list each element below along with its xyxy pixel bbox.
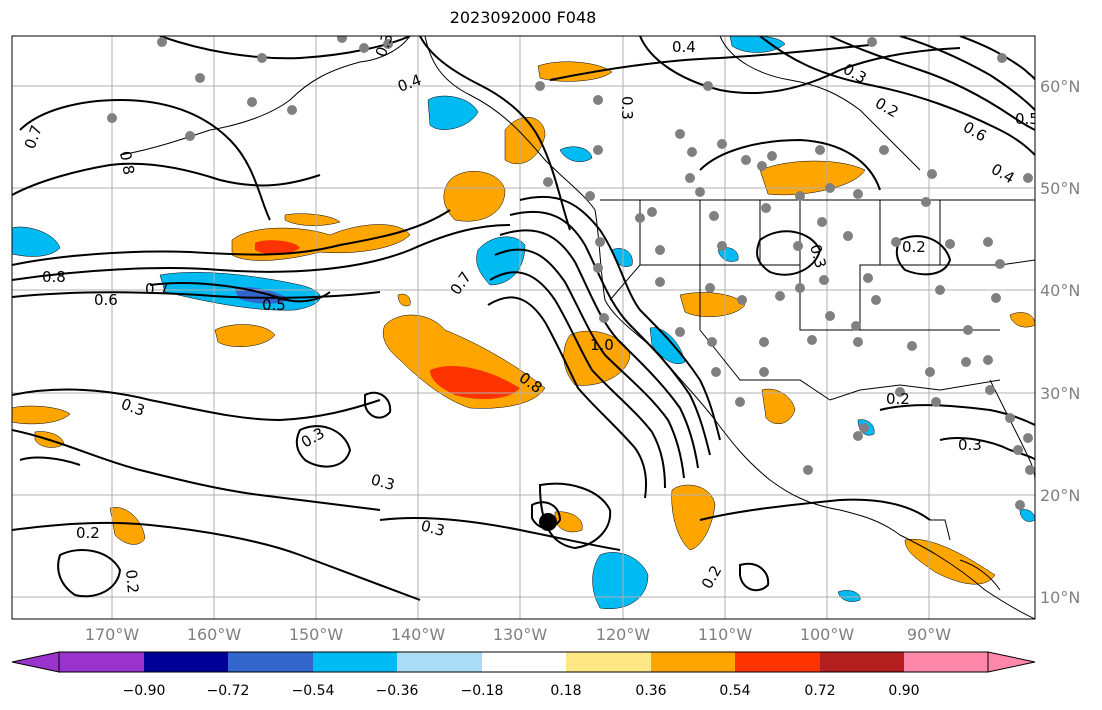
positive-anomaly-region	[563, 330, 631, 386]
colorbar-tick-label: −0.72	[207, 683, 250, 699]
contour-lines	[12, 36, 1035, 601]
strong-positive-anomaly	[430, 366, 520, 400]
contour-label: 1.0	[590, 336, 614, 354]
colorbar-max-extend	[987, 651, 1036, 673]
colorbar-tick-label: −0.36	[376, 683, 419, 699]
contour-label: 0.3	[419, 516, 447, 540]
positive-anomaly-region	[12, 405, 71, 425]
colorbar-min-extend	[11, 651, 60, 673]
colorbar-bin	[228, 652, 313, 672]
map-title: 2023092000 F048	[449, 8, 597, 27]
contour-label: 0.2	[122, 569, 142, 594]
contour-label: 0.7	[145, 280, 169, 298]
colorbar-tick-label: −0.18	[461, 683, 504, 699]
colorbar-tick-label: −0.54	[292, 683, 335, 699]
contour-label: 0.4	[672, 38, 696, 56]
longitude-labels: 170°W 160°W 150°W 140°W 130°W 120°W 110°…	[85, 625, 951, 644]
positive-anomaly-region	[759, 160, 866, 196]
lat-lon-grid	[12, 36, 1035, 619]
colorbar-tick-label: 0.54	[719, 683, 750, 699]
lat-label: 20°N	[1040, 486, 1080, 505]
latitude-labels: 60°N 50°N 40°N 30°N 20°N 10°N	[1040, 77, 1080, 607]
colorbar-bin	[482, 652, 566, 672]
contour-label: 0.3	[372, 31, 397, 60]
colorbar-bin	[397, 652, 482, 672]
lon-label: 110°W	[698, 625, 753, 644]
contour-label: 0.2	[902, 238, 926, 256]
station-observations	[107, 36, 1035, 510]
strong-negative-anomaly	[235, 287, 290, 304]
lat-label: 40°N	[1040, 281, 1080, 300]
positive-anomaly-region	[109, 507, 146, 545]
shaded-anomaly-fields	[12, 36, 1035, 609]
lat-label: 10°N	[1040, 588, 1080, 607]
positive-anomaly-region	[1009, 312, 1035, 328]
lon-label: 130°W	[493, 625, 548, 644]
colorbar-tick-label: 0.90	[888, 683, 919, 699]
lat-label: 60°N	[1040, 77, 1080, 96]
colorbar-bin	[59, 652, 144, 672]
lon-label: 90°W	[907, 625, 951, 644]
contour-label: 0.3	[618, 96, 636, 120]
colorbar-bin	[904, 652, 988, 672]
colorbar-bin	[820, 652, 904, 672]
colorbar: −0.90 −0.72 −0.54 −0.36 −0.18 0.18 0.36 …	[11, 651, 1036, 699]
contour-label: 0.2	[76, 524, 100, 542]
strong-positive-anomaly	[255, 240, 300, 255]
colorbar-tick-label: 0.72	[804, 683, 835, 699]
positive-anomaly-region	[679, 292, 746, 317]
positive-anomaly-region	[904, 538, 996, 585]
colorbar-bin	[566, 652, 651, 672]
positive-anomaly-region	[554, 511, 583, 533]
positive-anomaly-region	[443, 171, 506, 222]
positive-anomaly-region	[537, 61, 613, 82]
negative-anomaly-region	[427, 95, 479, 130]
negative-anomaly-region	[729, 36, 786, 53]
colorbar-bin	[313, 652, 397, 672]
lat-label: 30°N	[1040, 384, 1080, 403]
contour-label: 0.5	[262, 296, 286, 314]
positive-anomaly-region	[284, 213, 341, 226]
coastlines-and-borders	[119, 36, 1035, 619]
negative-anomaly-region	[12, 226, 61, 257]
colorbar-bin	[144, 652, 228, 672]
contour-label: 0.8	[116, 150, 138, 177]
positive-anomaly-region	[397, 293, 411, 307]
lon-label: 100°W	[800, 625, 855, 644]
contour-labels: 0.4 0.3 0.3 0.5 0.6 0.2 0.4 0.7 0.8 0.7 …	[21, 31, 1039, 594]
colorbar-tick-label: 0.18	[550, 683, 581, 699]
negative-anomaly-region	[837, 590, 861, 602]
storm-center-marker	[539, 513, 557, 531]
colorbar-bin	[735, 652, 820, 672]
positive-anomaly-region	[504, 117, 546, 165]
lon-label: 170°W	[85, 625, 140, 644]
negative-anomaly-region	[1019, 509, 1035, 522]
contour-label: 0.3	[958, 436, 982, 454]
map-frame	[11, 35, 1036, 620]
negative-anomaly-region	[717, 247, 739, 262]
contour-label: 0.8	[42, 268, 66, 286]
negative-anomaly-region	[559, 146, 593, 162]
lat-label: 50°N	[1040, 179, 1080, 198]
colorbar-tick-label: 0.36	[635, 683, 666, 699]
positive-anomaly-region	[671, 484, 716, 551]
lon-label: 120°W	[596, 625, 651, 644]
positive-anomaly-region	[761, 388, 796, 425]
colorbar-tick-label: −0.90	[123, 683, 166, 699]
negative-anomaly-region	[592, 552, 649, 609]
lon-label: 140°W	[391, 625, 446, 644]
positive-anomaly-region	[214, 324, 276, 347]
contour-label: 0.5	[1015, 110, 1039, 128]
contour-label: 0.3	[806, 242, 830, 270]
contour-label: 0.6	[94, 291, 118, 309]
contour-label: 0.3	[369, 470, 397, 494]
colorbar-bin	[651, 652, 735, 672]
lon-label: 150°W	[289, 625, 344, 644]
lon-label: 160°W	[187, 625, 242, 644]
contour-label: 0.2	[886, 390, 910, 408]
